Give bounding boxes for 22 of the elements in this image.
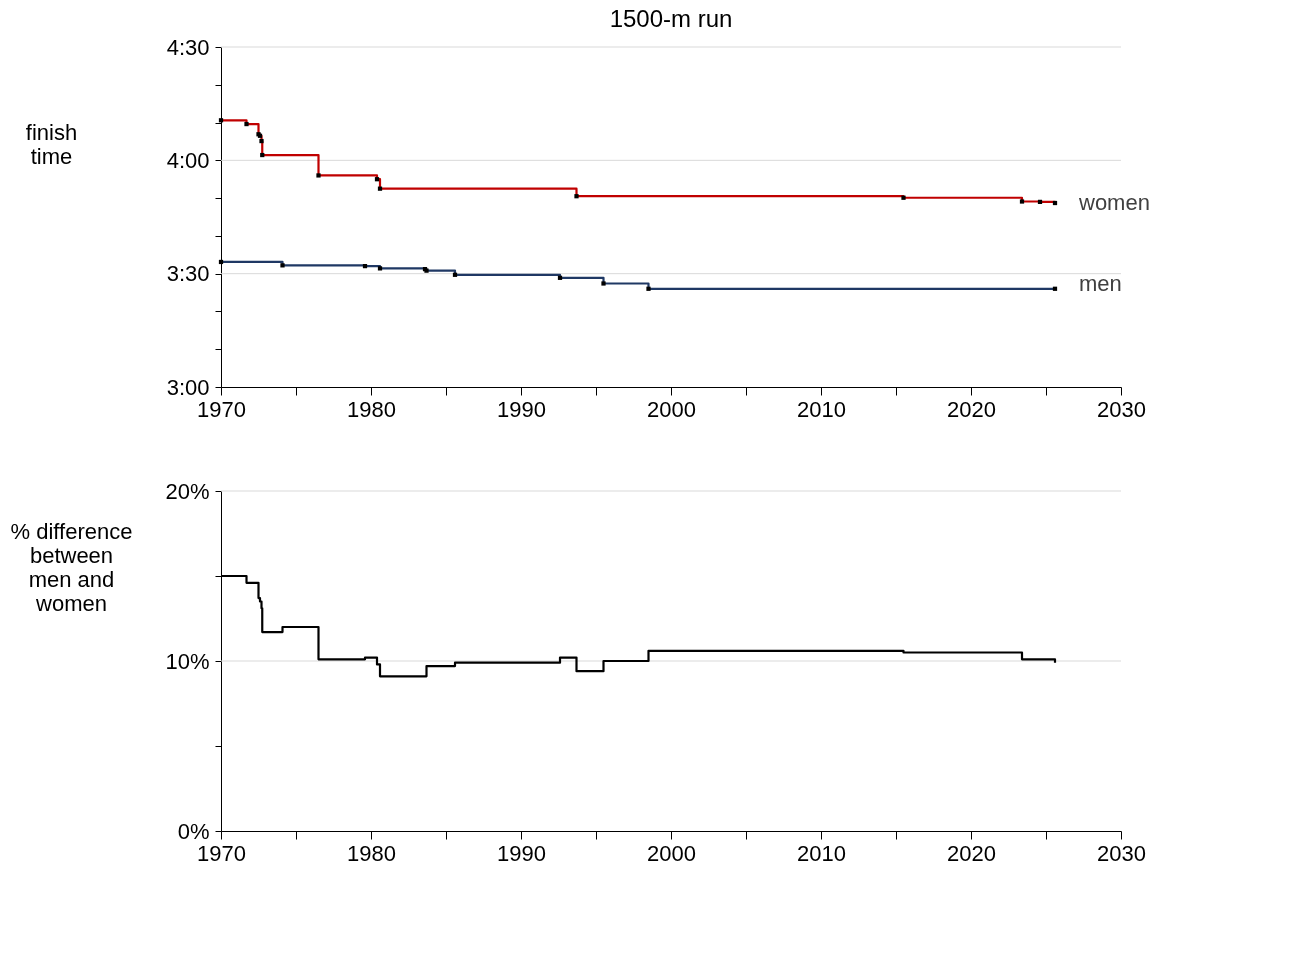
y-axis-title: % difference between men and women [10, 518, 133, 616]
x-tick-label: 2000 [647, 840, 696, 866]
series-label: women [1078, 190, 1150, 216]
y-tick-label: 20% [165, 478, 210, 504]
x-tick-label: 2010 [797, 396, 846, 422]
x-tick-label: 2020 [947, 840, 996, 866]
x-tick-label: 1990 [497, 396, 546, 422]
series-label: men [1079, 270, 1122, 296]
x-tick-label: 2000 [647, 396, 696, 422]
x-tick-label: 1980 [347, 396, 396, 422]
y-tick-label: 4:30 [166, 34, 210, 60]
x-tick-label: 1990 [497, 840, 546, 866]
x-tick-label: 2030 [1097, 840, 1146, 866]
y-tick-label: 3:30 [166, 261, 210, 287]
x-tick-label: 1980 [347, 840, 396, 866]
y-axis-title: finish time [25, 119, 78, 169]
x-tick-label: 2030 [1097, 396, 1146, 422]
y-tick-label: 4:00 [166, 147, 210, 173]
x-tick-label: 2020 [947, 396, 996, 422]
y-tick-label: 10% [165, 648, 210, 674]
x-tick-label: 2010 [797, 840, 846, 866]
chart-title: 1500-m run [609, 5, 733, 32]
